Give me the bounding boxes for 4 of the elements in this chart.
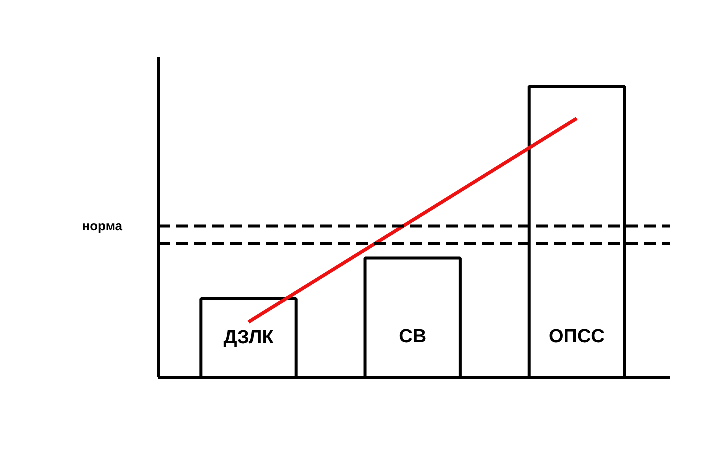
ref-line-label: норма [82,218,124,234]
x-tick-label: СВ [399,326,427,348]
x-tick-label: ОПСС [549,326,606,348]
x-tick-label: ДЗЛК [224,328,274,349]
